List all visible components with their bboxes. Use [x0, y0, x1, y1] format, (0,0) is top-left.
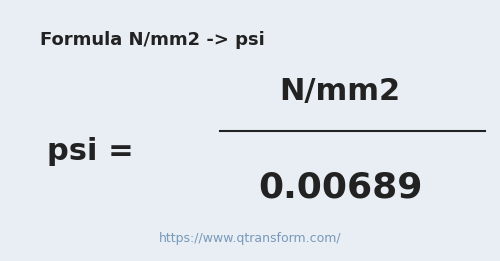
- Text: N/mm2: N/mm2: [280, 77, 400, 106]
- Text: psi =: psi =: [46, 137, 134, 166]
- Text: 0.00689: 0.00689: [258, 171, 422, 205]
- Text: Formula N/mm2 -> psi: Formula N/mm2 -> psi: [40, 31, 265, 49]
- Text: https://www.qtransform.com/: https://www.qtransform.com/: [158, 232, 342, 245]
